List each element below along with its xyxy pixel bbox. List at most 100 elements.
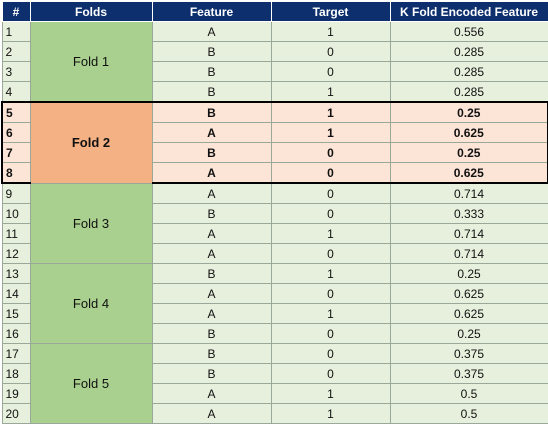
row-number-cell: 13 xyxy=(1,263,31,284)
encoded-cell: 0.625 xyxy=(389,122,548,143)
table-row: 7 B 0 0.25 xyxy=(1,142,548,163)
row-number-cell: 14 xyxy=(1,283,31,304)
table-row: 19 A 1 0.5 xyxy=(1,383,548,404)
encoded-cell: 0.375 xyxy=(389,343,548,364)
row-number-cell: 2 xyxy=(1,41,31,62)
target-cell: 0 xyxy=(270,162,391,184)
table-row: 16 B 0 0.25 xyxy=(1,323,548,344)
encoded-cell: 0.714 xyxy=(389,243,548,264)
target-cell: 1 xyxy=(270,21,391,42)
feature-cell: A xyxy=(151,162,272,184)
feature-cell: B xyxy=(151,323,272,344)
encoded-cell: 0.333 xyxy=(389,203,548,224)
encoded-cell: 0.285 xyxy=(389,41,548,62)
fold-label-cell: Fold 4 xyxy=(29,263,153,344)
encoded-cell: 0.25 xyxy=(389,323,548,344)
feature-cell: B xyxy=(151,41,272,62)
row-number-cell: 19 xyxy=(1,383,31,404)
table-row: 1 Fold 1 A 1 0.556 xyxy=(1,21,548,103)
row-number-cell: 16 xyxy=(1,323,31,344)
fold-label-cell: Fold 1 xyxy=(29,21,153,103)
encoded-cell: 0.5 xyxy=(389,383,548,404)
header-folds: Folds xyxy=(29,1,153,22)
feature-cell: B xyxy=(151,61,272,82)
row-number-cell: 3 xyxy=(1,61,31,82)
target-cell: 1 xyxy=(270,223,391,244)
header-target: Target xyxy=(270,1,391,22)
table-row: 3 B 0 0.285 xyxy=(1,61,548,82)
target-cell: 0 xyxy=(270,343,391,364)
feature-cell: B xyxy=(151,101,272,123)
encoded-cell: 0.25 xyxy=(389,263,548,284)
target-cell: 1 xyxy=(270,101,391,123)
table-row: 8 A 0 0.625 xyxy=(1,162,548,184)
row-number-cell: 9 xyxy=(1,182,31,204)
table-row: 5 Fold 2 B 1 0.25 xyxy=(1,101,548,184)
target-cell: 1 xyxy=(270,383,391,404)
table-body: 1 Fold 1 A 1 0.556 2 B 0 0.285 3 B 0 0.285 4 B 1 0.285 5 F… xyxy=(1,21,548,424)
header-num: # xyxy=(1,1,31,22)
row-number-cell: 5 xyxy=(1,101,31,123)
encoded-cell: 0.714 xyxy=(389,223,548,244)
feature-cell: B xyxy=(151,363,272,384)
feature-cell: A xyxy=(151,122,272,143)
encoded-cell: 0.375 xyxy=(389,363,548,384)
target-cell: 1 xyxy=(270,263,391,284)
table-row: 9 Fold 3 A 0 0.714 xyxy=(1,182,548,264)
table-row: 13 Fold 4 B 1 0.25 xyxy=(1,263,548,344)
header-row: # Folds Feature Target K Fold Encoded Fe… xyxy=(1,1,548,22)
row-number-cell: 18 xyxy=(1,363,31,384)
row-number-cell: 17 xyxy=(1,343,31,364)
target-cell: 1 xyxy=(270,303,391,324)
fold-label-cell: Fold 3 xyxy=(29,182,153,264)
feature-cell: B xyxy=(151,343,272,364)
fold-label-cell: Fold 2 xyxy=(29,101,153,184)
encoded-cell: 0.25 xyxy=(389,101,548,123)
header-encoded: K Fold Encoded Feature xyxy=(389,1,548,22)
encoded-cell: 0.556 xyxy=(389,21,548,42)
feature-cell: A xyxy=(151,403,272,424)
encoded-cell: 0.285 xyxy=(389,81,548,103)
table-row: 6 A 1 0.625 xyxy=(1,122,548,143)
target-cell: 0 xyxy=(270,243,391,264)
encoded-cell: 0.625 xyxy=(389,283,548,304)
encoded-cell: 0.5 xyxy=(389,403,548,424)
target-cell: 0 xyxy=(270,323,391,344)
row-number-cell: 10 xyxy=(1,203,31,224)
feature-cell: A xyxy=(151,21,272,42)
header-feature: Feature xyxy=(151,1,272,22)
row-number-cell: 20 xyxy=(1,403,31,424)
feature-cell: A xyxy=(151,283,272,304)
feature-cell: A xyxy=(151,223,272,244)
encoded-cell: 0.625 xyxy=(389,162,548,184)
feature-cell: A xyxy=(151,243,272,264)
feature-cell: B xyxy=(151,81,272,103)
target-cell: 1 xyxy=(270,81,391,103)
row-number-cell: 1 xyxy=(1,21,31,42)
table-row: 17 Fold 5 B 0 0.375 xyxy=(1,343,548,424)
row-number-cell: 11 xyxy=(1,223,31,244)
fold-label-cell: Fold 5 xyxy=(29,343,153,424)
encoded-cell: 0.714 xyxy=(389,182,548,204)
feature-cell: A xyxy=(151,303,272,324)
target-cell: 0 xyxy=(270,203,391,224)
encoded-cell: 0.285 xyxy=(389,61,548,82)
row-number-cell: 7 xyxy=(1,142,31,163)
feature-cell: B xyxy=(151,263,272,284)
target-cell: 1 xyxy=(270,403,391,424)
target-cell: 0 xyxy=(270,142,391,163)
row-number-cell: 8 xyxy=(1,162,31,184)
target-cell: 0 xyxy=(270,41,391,62)
target-cell: 1 xyxy=(270,122,391,143)
feature-cell: A xyxy=(151,182,272,204)
feature-cell: B xyxy=(151,142,272,163)
encoded-cell: 0.25 xyxy=(389,142,548,163)
table-row: 11 A 1 0.714 xyxy=(1,223,548,244)
table-row: 10 B 0 0.333 xyxy=(1,203,548,224)
feature-cell: A xyxy=(151,383,272,404)
row-number-cell: 4 xyxy=(1,81,31,103)
row-number-cell: 6 xyxy=(1,122,31,143)
row-number-cell: 12 xyxy=(1,243,31,264)
table-row: 12 A 0 0.714 xyxy=(1,243,548,264)
